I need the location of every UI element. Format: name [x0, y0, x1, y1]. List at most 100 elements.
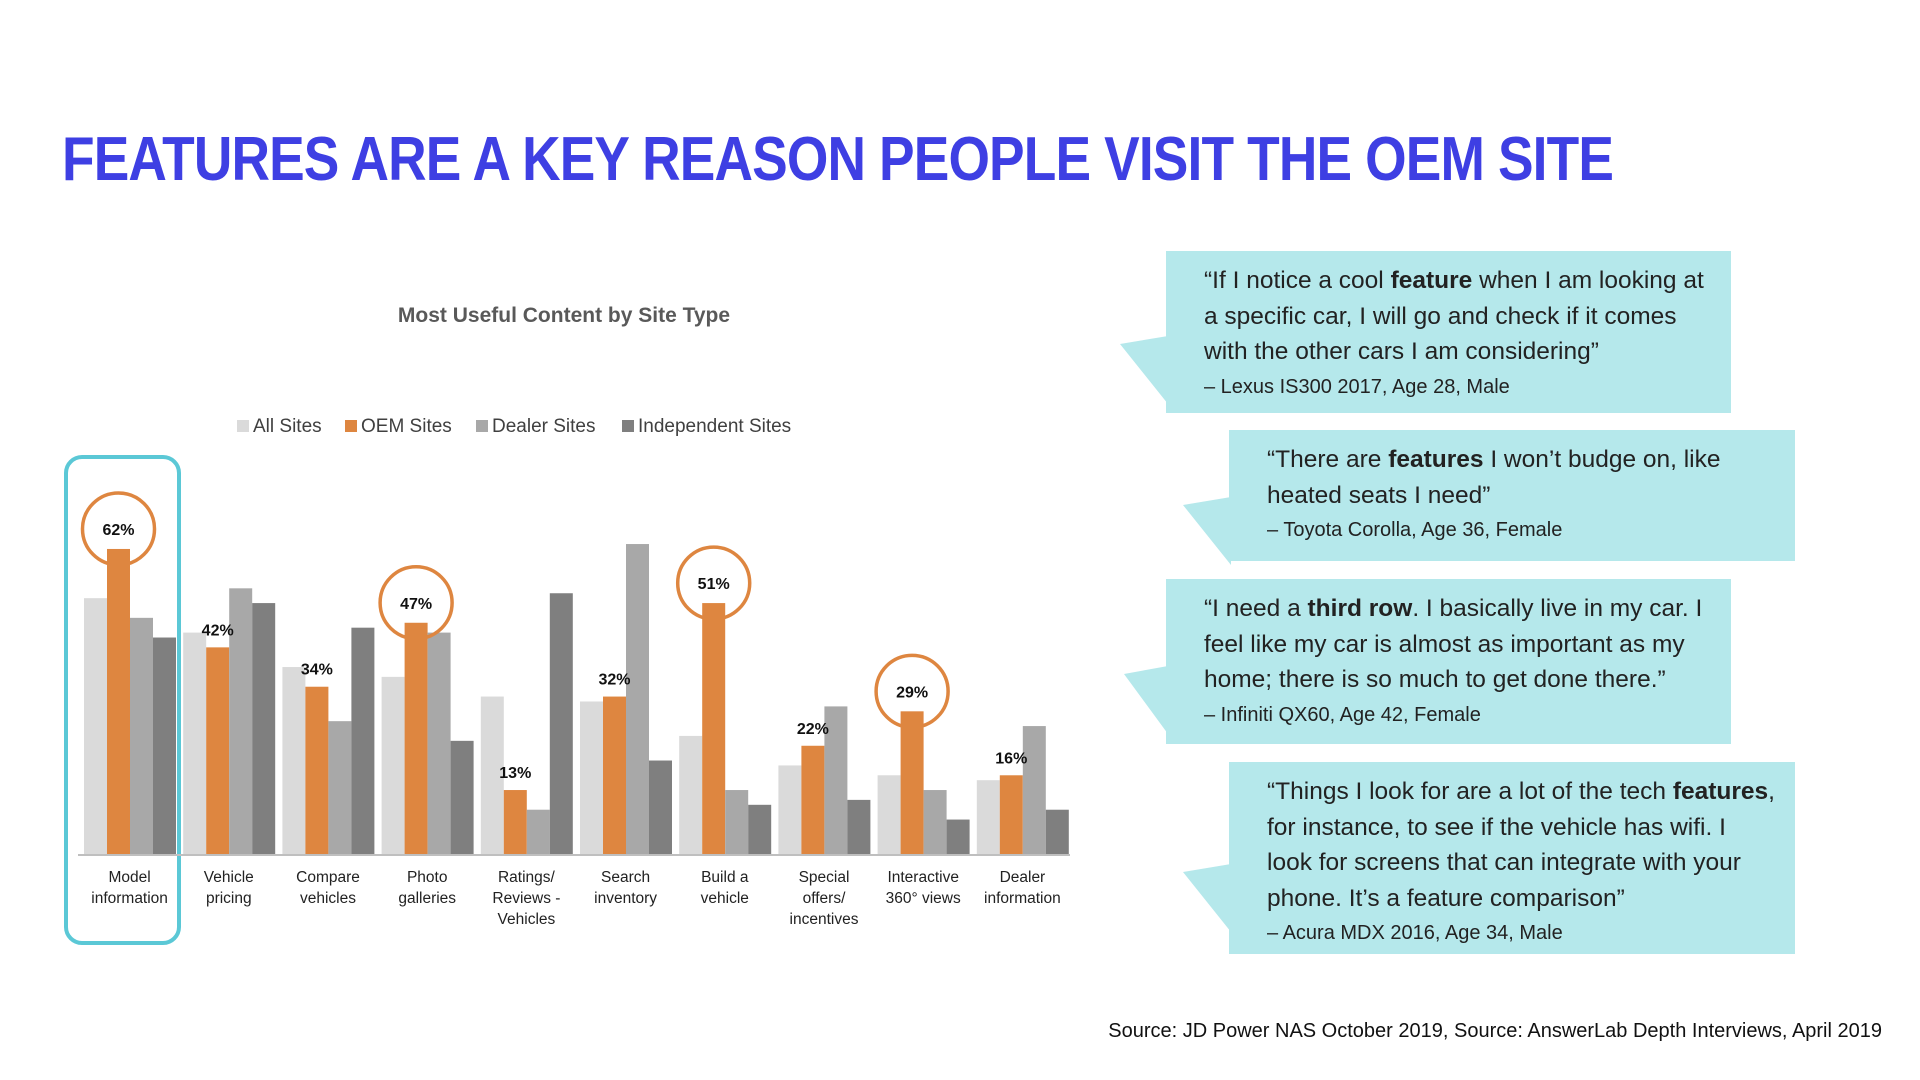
quote-emphasis: feature	[1390, 267, 1473, 294]
source-note: Source: JD Power NAS October 2019, Sourc…	[1108, 1020, 1882, 1042]
category-label: Interactive	[887, 869, 959, 886]
data-label: 13%	[499, 765, 531, 782]
quote-segment: . I basically live in my car. I feel lik…	[1204, 595, 1703, 693]
quote-callout: “I need a third row. I basically live in…	[1124, 579, 1731, 744]
bar-oem-sites	[603, 696, 626, 854]
quote-text: “There are features I won’t budge on, li…	[1267, 442, 1775, 547]
highlight-circle	[675, 545, 752, 621]
legend-label-2: Dealer Sites	[492, 416, 596, 437]
bar-oem-sites	[900, 711, 924, 854]
bar-independent-sites	[946, 819, 970, 854]
quote-attribution: – Lexus IS300 2017, Age 28, Male	[1204, 375, 1510, 398]
bar-independent-sites	[748, 804, 772, 854]
quote-segment: “I need a	[1204, 595, 1308, 622]
category-label: 360° views	[886, 890, 961, 907]
bar-dealer-sites	[526, 809, 550, 854]
legend-swatch-1	[345, 420, 357, 432]
category-label: Dealer	[1000, 869, 1046, 886]
legend-label-3: Independent Sites	[638, 416, 791, 437]
quote-callout: “Things I look for are a lot of the tech…	[1183, 762, 1795, 954]
callout-box	[1229, 762, 1795, 954]
bar-chart: Most Useful Content by Site Type All Site…	[64, 304, 1070, 945]
data-label: 42%	[202, 622, 234, 639]
bar-oem-sites	[107, 548, 130, 854]
highlight-circle	[80, 491, 157, 567]
data-label: 16%	[995, 750, 1027, 767]
bar-all-sites	[679, 735, 703, 854]
bar-independent-sites	[450, 740, 474, 854]
category-label: offers/	[803, 890, 846, 907]
bar-all-sites	[183, 632, 207, 854]
bar-dealer-sites	[1022, 726, 1046, 854]
quote-segment: when I am looking at a specific car, I w…	[1204, 267, 1704, 365]
category-label: Vehicle	[204, 869, 254, 886]
bar-all-sites	[580, 701, 603, 854]
data-label: 34%	[301, 662, 333, 679]
quote-callout: “If I notice a cool feature when I am lo…	[1120, 251, 1731, 413]
legend-swatch-2	[476, 420, 488, 432]
category-label: Model	[108, 869, 150, 886]
category-label: vehicles	[300, 890, 356, 907]
bar-oem-sites	[305, 686, 329, 854]
bar-dealer-sites	[130, 617, 153, 854]
legend-swatch-3	[622, 420, 634, 432]
quote-segment: I won’t budge on, like heated seats I ne…	[1267, 446, 1721, 509]
category-label: galleries	[398, 890, 456, 907]
category-label: pricing	[206, 890, 252, 907]
data-label: 22%	[797, 721, 829, 738]
quote-segment: , for instance, to see if the vehicle ha…	[1267, 778, 1775, 912]
highlight-circle	[874, 653, 950, 730]
bar-independent-sites	[847, 799, 871, 854]
legend-label-1: OEM Sites	[361, 416, 452, 437]
quote-emphasis: features	[1672, 778, 1769, 805]
callout-tail	[1120, 336, 1168, 404]
data-label: 32%	[598, 672, 630, 689]
category-label: Reviews -	[492, 890, 560, 907]
category-label: Ratings/	[498, 869, 556, 886]
bar-all-sites	[976, 780, 1000, 854]
callout-tail	[1183, 497, 1231, 565]
quote-text: “I need a third row. I basically live in…	[1204, 591, 1711, 732]
category-label: vehicle	[701, 890, 749, 907]
quote-attribution: – Toyota Corolla, Age 36, Female	[1267, 519, 1563, 541]
bar-oem-sites	[503, 790, 527, 854]
bar-oem-sites	[801, 745, 825, 854]
bar-all-sites	[282, 667, 306, 854]
category-label: incentives	[790, 911, 859, 928]
bar-all-sites	[877, 775, 901, 854]
highlight-circle	[378, 565, 454, 641]
category-label: Compare	[296, 869, 360, 886]
bar-independent-sites	[252, 603, 276, 854]
bar-all-sites	[381, 676, 405, 854]
category-label: information	[91, 890, 168, 907]
quote-text: “If I notice a cool feature when I am lo…	[1204, 263, 1711, 404]
bar-oem-sites	[702, 603, 726, 854]
bar-oem-sites	[206, 647, 230, 854]
category-label: Photo	[407, 869, 448, 886]
quote-attribution: – Acura MDX 2016, Age 34, Male	[1267, 922, 1563, 944]
category-label: information	[984, 890, 1061, 907]
quote-callout: “There are features I won’t budge on, li…	[1183, 430, 1795, 565]
chart-title: Most Useful Content by Site Type	[398, 304, 730, 327]
data-label: 29%	[896, 684, 928, 701]
bar-oem-sites	[404, 622, 428, 854]
quote-attribution: – Infiniti QX60, Age 42, Female	[1204, 703, 1481, 726]
bar-independent-sites	[351, 627, 375, 854]
bar-all-sites	[84, 598, 107, 854]
bar-independent-sites	[549, 593, 573, 854]
bar-dealer-sites	[824, 706, 848, 854]
quote-segment: “There are	[1267, 446, 1389, 473]
bar-dealer-sites	[725, 790, 749, 854]
category-label: Vehicles	[498, 911, 556, 928]
callout-tail	[1183, 864, 1231, 932]
bar-dealer-sites	[229, 588, 253, 854]
category-label: Special	[799, 869, 850, 886]
bar-independent-sites	[649, 760, 672, 854]
legend-label-0: All Sites	[253, 416, 322, 437]
callout-box	[1229, 430, 1795, 561]
category-label: inventory	[594, 890, 657, 907]
data-label: 51%	[698, 576, 730, 593]
quote-text: “Things I look for are a lot of the tech…	[1267, 774, 1775, 950]
legend-swatch-0	[237, 420, 249, 432]
bar-independent-sites	[1045, 809, 1069, 854]
